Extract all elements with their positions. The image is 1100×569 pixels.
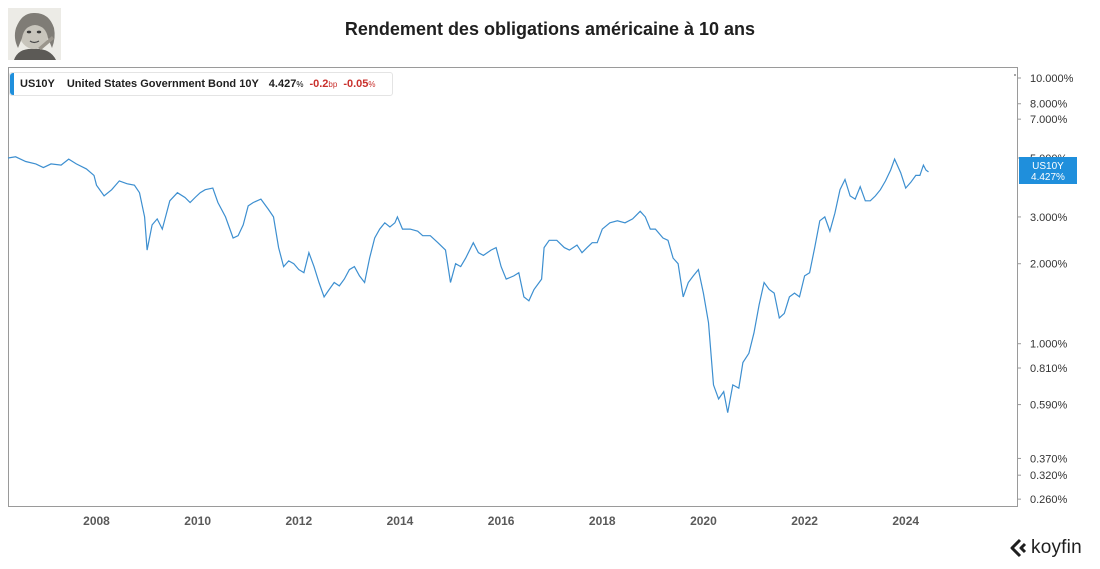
legend-swatch bbox=[10, 73, 14, 95]
series-line-us10y bbox=[7, 156, 929, 413]
x-tick-label-2018: 2018 bbox=[589, 514, 616, 528]
plot-corner-dot bbox=[1014, 74, 1016, 76]
series-legend[interactable]: US10Y United States Government Bond 10Y … bbox=[9, 72, 393, 96]
badge-symbol: US10Y bbox=[1032, 161, 1064, 172]
plot-frame bbox=[8, 67, 1018, 507]
legend-change-pct-unit: % bbox=[368, 79, 376, 89]
y-tick-label: 0.320% bbox=[1030, 470, 1068, 482]
koyfin-logo[interactable]: koyfin bbox=[1008, 536, 1082, 560]
legend-value: 4.427 bbox=[268, 78, 297, 90]
portrait-avatar bbox=[8, 8, 61, 60]
y-tick-label: 10.000% bbox=[1030, 73, 1074, 85]
badge-value: 4.427% bbox=[1031, 172, 1065, 183]
y-tick-label: 3.000% bbox=[1030, 212, 1068, 224]
koyfin-logo-icon bbox=[1010, 538, 1027, 558]
x-tick-label-2010: 2010 bbox=[184, 514, 211, 528]
legend-symbol: US10Y bbox=[20, 78, 55, 90]
legend-change-bp: -0.2 bbox=[309, 78, 329, 90]
x-tick-label-2014: 2014 bbox=[387, 514, 414, 528]
x-tick-label-2008: 2008 bbox=[83, 514, 110, 528]
y-tick-label: 0.590% bbox=[1030, 400, 1068, 412]
y-tick-label: 0.370% bbox=[1030, 453, 1068, 465]
legend-change-pct: -0.05 bbox=[343, 78, 369, 90]
chart-title: Rendement des obligations américaine à 1… bbox=[344, 19, 756, 39]
x-axis: 2008 2010 2012 2014 2016 2018 2020 2022 2024 bbox=[83, 514, 919, 528]
legend-value-unit: % bbox=[296, 79, 304, 89]
x-tick-label-2024: 2024 bbox=[892, 514, 919, 528]
x-tick-label-2012: 2012 bbox=[285, 514, 312, 528]
y-tick-label: 2.000% bbox=[1030, 259, 1068, 271]
y-tick-label: 1.000% bbox=[1030, 339, 1068, 351]
y-tick-label: 7.000% bbox=[1030, 114, 1068, 126]
x-tick-label-2020: 2020 bbox=[690, 514, 717, 528]
y-tick-label: 0.810% bbox=[1030, 363, 1068, 375]
x-tick-label-2022: 2022 bbox=[791, 514, 818, 528]
legend-change-bp-unit: bp bbox=[328, 79, 338, 89]
last-value-badge: US10Y 4.427% bbox=[1019, 157, 1077, 184]
legend-name: United States Government Bond 10Y bbox=[66, 78, 259, 90]
x-tick-label-2016: 2016 bbox=[488, 514, 515, 528]
y-tick-label: 0.260% bbox=[1030, 494, 1068, 506]
y-tick-label: 8.000% bbox=[1030, 99, 1068, 111]
koyfin-logo-text: koyfin bbox=[1031, 537, 1082, 558]
y-axis: 10.000%8.000%7.000%5.000%3.000%2.000%1.0… bbox=[1017, 73, 1074, 506]
